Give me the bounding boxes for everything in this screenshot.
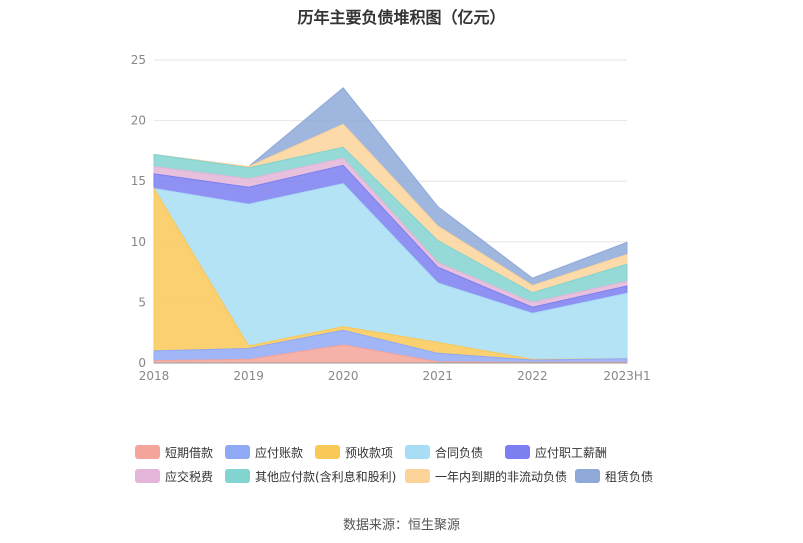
x-tick-label: 2021 [423, 369, 454, 383]
legend-swatch [225, 445, 250, 459]
y-tick-label: 20 [131, 114, 146, 128]
legend-item[interactable]: 其他应付款(含利息和股利) [225, 468, 405, 485]
legend-item[interactable]: 租赁负债 [575, 468, 675, 485]
axes: 0 5 10 15 20 25 2018 2019 2020 2021 2022 2023H1 [131, 53, 651, 383]
legend-item[interactable]: 应付账款 [225, 444, 315, 461]
legend-label: 应交税费 [165, 469, 214, 484]
legend-item[interactable]: 一年内到期的非流动负债 [405, 468, 575, 485]
y-tick-label: 5 [138, 295, 146, 309]
data-source-note: 数据来源：恒生聚源 [342, 518, 460, 533]
legend: 短期借款 应付账款 预收款项 合同负债 应付职工薪酬应交税费 其他应付款(含利息和股利) 一… [135, 440, 775, 488]
legend-item[interactable]: 应交税费 [135, 468, 225, 485]
x-tick-label: 2018 [139, 369, 170, 383]
legend-swatch [405, 469, 430, 483]
legend-swatch [225, 469, 250, 483]
legend-item[interactable]: 短期借款 [135, 444, 225, 461]
legend-swatch [575, 469, 600, 483]
legend-label: 预收款项 [345, 445, 394, 460]
legend-item[interactable]: 应付职工薪酬 [505, 444, 615, 461]
y-tick-label: 10 [131, 235, 146, 249]
legend-label: 一年内到期的非流动负债 [435, 469, 568, 484]
legend-label: 短期借款 [165, 445, 214, 460]
chart-title: 历年主要负债堆积图（亿元） [297, 8, 506, 27]
legend-label: 租赁负债 [605, 469, 654, 484]
legend-label: 其他应付款(含利息和股利) [255, 469, 397, 484]
y-tick-label: 0 [138, 356, 146, 370]
area-series [153, 87, 628, 364]
x-tick-label: 2020 [328, 369, 359, 383]
legend-swatch [135, 445, 160, 459]
legend-row: 应交税费 其他应付款(含利息和股利) 一年内到期的非流动负债 租赁负债 [135, 464, 775, 488]
x-tick-label: 2022 [517, 369, 548, 383]
x-tick-label: 2019 [233, 369, 264, 383]
legend-item[interactable]: 合同负债 [405, 444, 505, 461]
legend-swatch [135, 469, 160, 483]
legend-item[interactable]: 预收款项 [315, 444, 405, 461]
legend-label: 应付账款 [255, 445, 304, 460]
legend-label: 应付职工薪酬 [535, 445, 608, 460]
y-tick-label: 25 [131, 53, 146, 67]
legend-row: 短期借款 应付账款 预收款项 合同负债 应付职工薪酬 [135, 440, 775, 464]
legend-swatch [405, 445, 430, 459]
y-tick-label: 15 [131, 174, 146, 188]
legend-label: 合同负债 [435, 445, 484, 460]
stacked-area-chart: 0 5 10 15 20 25 2018 2019 2020 2021 2022 2023H1 [131, 53, 651, 383]
x-tick-label: 2023H1 [603, 369, 650, 383]
legend-swatch [315, 445, 340, 459]
legend-swatch [505, 445, 530, 459]
